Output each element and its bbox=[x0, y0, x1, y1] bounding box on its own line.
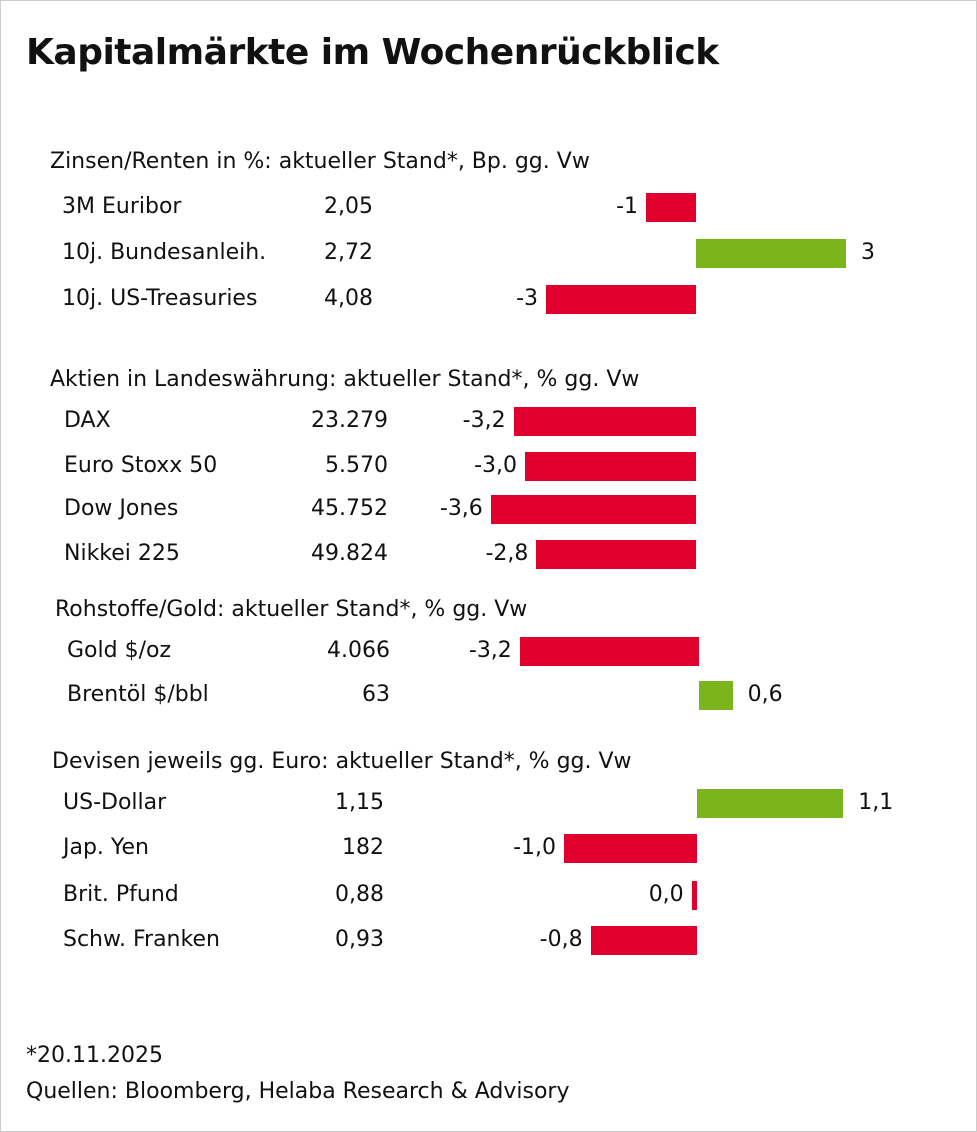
chart-title: Kapitalmärkte im Wochenrückblick bbox=[26, 32, 719, 73]
date-note: *20.11.2025 bbox=[26, 1043, 163, 1068]
row-label: DAX bbox=[64, 408, 111, 433]
change-bar bbox=[696, 239, 846, 268]
row-level: 49.824 bbox=[311, 541, 388, 566]
row-level: 2,05 bbox=[324, 194, 373, 219]
change-bar bbox=[536, 540, 696, 569]
sources-note: Quellen: Bloomberg, Helaba Research & Ad… bbox=[26, 1079, 570, 1104]
change-bar bbox=[513, 407, 696, 436]
row-label: Dow Jones bbox=[64, 496, 179, 521]
row-level: 4,08 bbox=[324, 286, 373, 311]
section-header: Rohstoffe/Gold: aktueller Stand*, % gg. … bbox=[55, 597, 528, 622]
change-label: 0,0 bbox=[648, 882, 684, 907]
change-bar bbox=[691, 881, 697, 910]
row-level: 2,72 bbox=[324, 240, 373, 265]
change-label: 3 bbox=[861, 240, 875, 265]
section-header: Zinsen/Renten in %: aktueller Stand*, Bp… bbox=[50, 149, 590, 174]
change-label: -3,0 bbox=[474, 453, 517, 478]
change-label: 1,1 bbox=[858, 790, 894, 815]
row-label: Brit. Pfund bbox=[63, 882, 179, 907]
row-level: 63 bbox=[362, 682, 390, 707]
change-bar bbox=[490, 495, 696, 524]
row-level: 5.570 bbox=[325, 453, 388, 478]
change-label: -2,8 bbox=[485, 541, 529, 566]
row-label: Gold $/oz bbox=[67, 638, 171, 663]
change-bar bbox=[697, 789, 844, 818]
change-bar bbox=[646, 193, 696, 222]
row-label: 10j. US-Treasuries bbox=[62, 286, 258, 311]
change-label: -3,6 bbox=[439, 496, 483, 521]
row-label: Schw. Franken bbox=[63, 927, 220, 952]
row-label: Nikkei 225 bbox=[64, 541, 180, 566]
row-label: 10j. Bundesanleih. bbox=[62, 240, 267, 265]
row-level: 4.066 bbox=[327, 638, 390, 663]
row-level: 182 bbox=[342, 835, 384, 860]
row-label: Jap. Yen bbox=[63, 835, 149, 860]
change-bar bbox=[564, 834, 697, 863]
row-label: US-Dollar bbox=[63, 790, 167, 815]
change-label: -1,0 bbox=[513, 835, 556, 860]
row-level: 0,93 bbox=[335, 927, 384, 952]
change-label: -1 bbox=[616, 194, 638, 219]
change-label: -3,2 bbox=[462, 408, 506, 433]
change-bar bbox=[519, 637, 699, 666]
change-bar bbox=[546, 285, 696, 314]
section-header: Aktien in Landeswährung: aktueller Stand… bbox=[50, 367, 640, 392]
row-level: 23.279 bbox=[311, 408, 388, 433]
row-level: 45.752 bbox=[311, 496, 388, 521]
row-level: 1,15 bbox=[335, 790, 384, 815]
change-bar bbox=[525, 452, 696, 481]
change-label: -3,2 bbox=[468, 638, 512, 663]
change-bar bbox=[699, 681, 733, 710]
change-label: 0,6 bbox=[747, 682, 783, 707]
change-label: -3 bbox=[516, 286, 538, 311]
change-label: -0,8 bbox=[539, 927, 583, 952]
change-bar bbox=[590, 926, 697, 955]
row-label: Euro Stoxx 50 bbox=[64, 453, 218, 478]
row-level: 0,88 bbox=[335, 882, 384, 907]
row-label: 3M Euribor bbox=[62, 194, 182, 219]
row-label: Brentöl $/bbl bbox=[67, 682, 209, 707]
section-header: Devisen jeweils gg. Euro: aktueller Stan… bbox=[52, 749, 632, 774]
